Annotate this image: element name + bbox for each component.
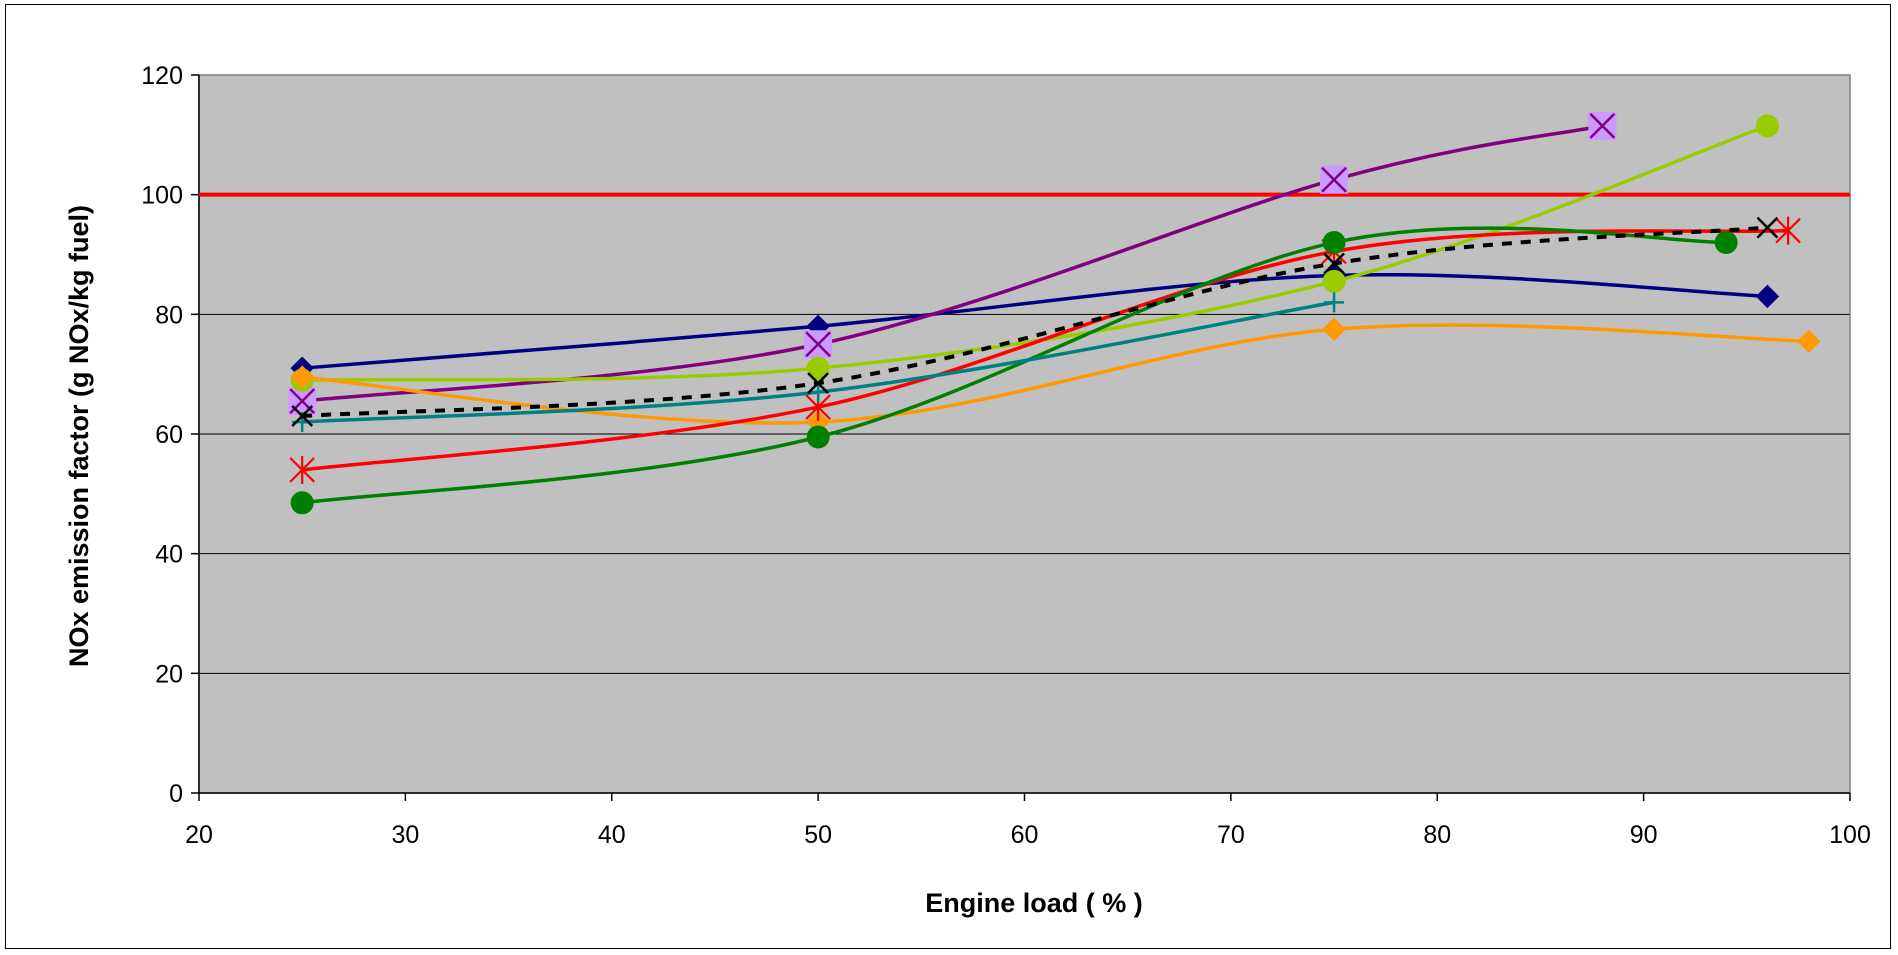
data-point [291,405,314,427]
data-point [1756,216,1779,239]
x-tick-label: 90 [1630,821,1658,849]
series-line [302,272,1768,370]
series-6 [290,226,1738,515]
y-tick-label: 120 [141,62,183,90]
data-point [1714,231,1738,255]
x-tick-label: 20 [185,821,213,849]
y-tick-label: 80 [155,301,183,329]
data-point [1322,231,1346,255]
data-point-stroke [805,331,832,358]
data-point [1588,111,1617,140]
data-point [807,372,830,395]
data-point-stroke [291,405,314,427]
data-point [1322,269,1346,293]
data-point [806,425,830,449]
x-tick-label: 60 [1011,821,1039,849]
x-tick-label: 80 [1423,821,1451,849]
data-point [1755,284,1780,309]
data-point [804,330,833,359]
series-line [302,124,1769,382]
series-layer [288,111,1821,515]
data-point [290,491,314,515]
data-point-stroke [1323,252,1345,275]
y-tick-label: 40 [155,541,183,569]
data-point [1322,317,1346,341]
data-point [289,455,315,484]
x-tick-label: 30 [391,821,419,849]
series-line [302,323,1809,425]
data-point [808,382,829,403]
data-point-stroke [807,372,830,395]
data-point [1320,165,1349,194]
x-tick-label: 50 [804,821,832,849]
y-tick-label: 20 [155,660,183,688]
series-line [301,226,1727,505]
y-tick-label: 0 [169,780,183,808]
data-point [290,365,314,389]
data-point [1797,329,1821,353]
x-tick-label: 40 [598,821,626,849]
data-point [1323,252,1345,275]
series-8 [291,216,1779,427]
data-point [806,356,830,380]
x-tick-label: 100 [1829,821,1871,849]
y-tick-label: 60 [155,421,183,449]
data-point-stroke [1589,112,1616,139]
y-axis-label: NOx emission factor (g NOx/kg fuel) [64,205,94,667]
data-point [1755,114,1779,138]
data-point [1775,216,1801,245]
data-point [1324,292,1345,313]
data-point-stroke [1321,166,1347,193]
series-line [301,124,1603,403]
series-line [302,225,1768,419]
y-tick-label: 100 [141,182,183,210]
x-tick-label: 70 [1217,821,1245,849]
x-axis-label: Engine load ( % ) [925,888,1143,918]
data-point-stroke [1756,216,1779,239]
